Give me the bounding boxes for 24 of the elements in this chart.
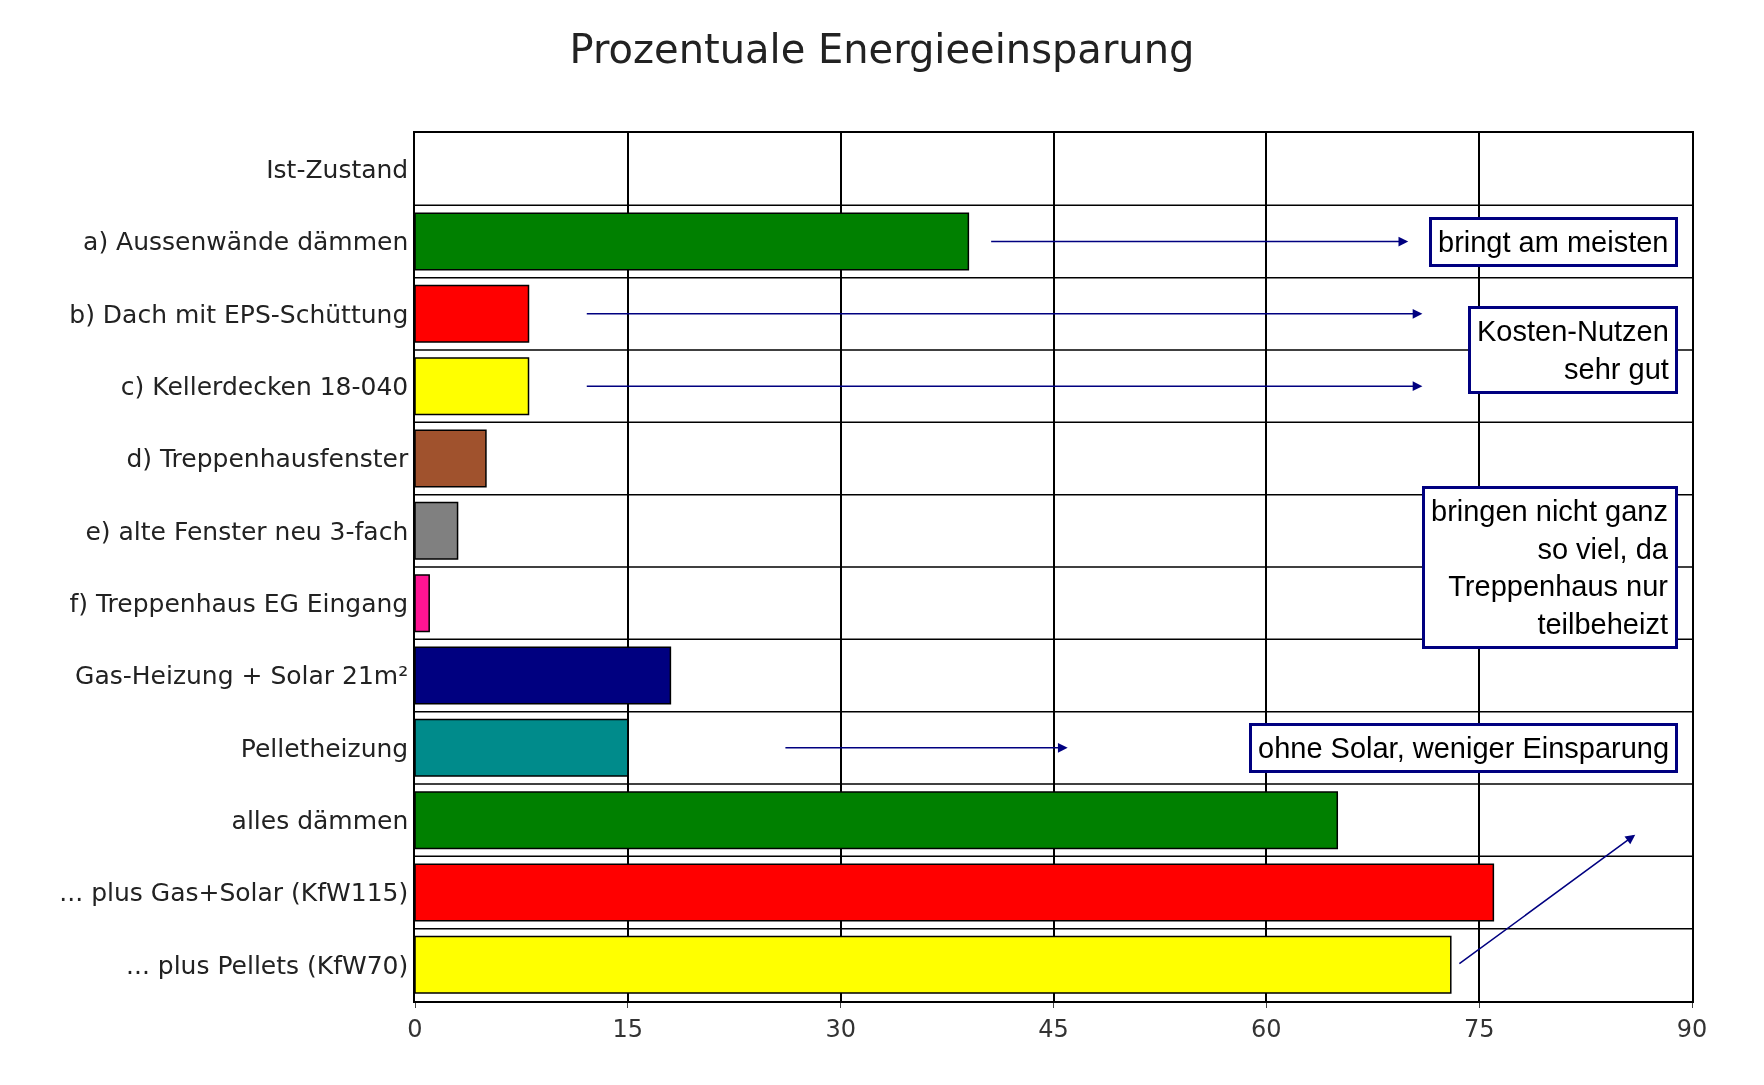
x-tick-label: 45 (1038, 1014, 1069, 1043)
y-tick-label: alles dämmen (231, 805, 409, 835)
x-tick-label: 15 (612, 1014, 644, 1043)
y-tick-label: a) Aussenwände dämmen (83, 227, 409, 257)
x-tick-label: 75 (1463, 1014, 1495, 1043)
x-tick-label: 30 (825, 1014, 856, 1043)
x-tick-label: 90 (1676, 1014, 1708, 1043)
annotation: ohne Solar, weniger Einsparung (1258, 732, 1670, 764)
y-tick-label: d) Treppenhausfenster (126, 444, 409, 474)
y-tick-label: ... plus Gas+Solar (KfW115) (59, 878, 409, 908)
x-tick-label: 0 (407, 1014, 423, 1043)
y-tick-label: ... plus Pellets (KfW70) (125, 950, 409, 980)
annotation: bringt am meisten (1438, 226, 1669, 258)
y-tick-label: Gas-Heizung + Solar 21m² (75, 661, 409, 691)
chart-title: Prozentuale Energieeinsparung (569, 25, 1195, 72)
x-tick-label: 60 (1251, 1014, 1282, 1043)
y-tick-label: e) alte Fenster neu 3-fach (85, 516, 409, 546)
y-tick-label: c) Kellerdecken 18-040 (120, 371, 409, 401)
annotation: Kosten-Nutzen sehr gut (1477, 315, 1669, 385)
annotation: bringen nicht ganz so viel, da Treppenhaus nur teilbeheizt (1431, 495, 1669, 641)
y-tick-label: b) Dach mit EPS-Schüttung (69, 299, 409, 329)
y-tick-label: Pelletheizung (240, 733, 409, 763)
y-tick-label: Ist-Zustand (266, 154, 409, 184)
y-tick-label: f) Treppenhaus EG Eingang (69, 588, 409, 618)
